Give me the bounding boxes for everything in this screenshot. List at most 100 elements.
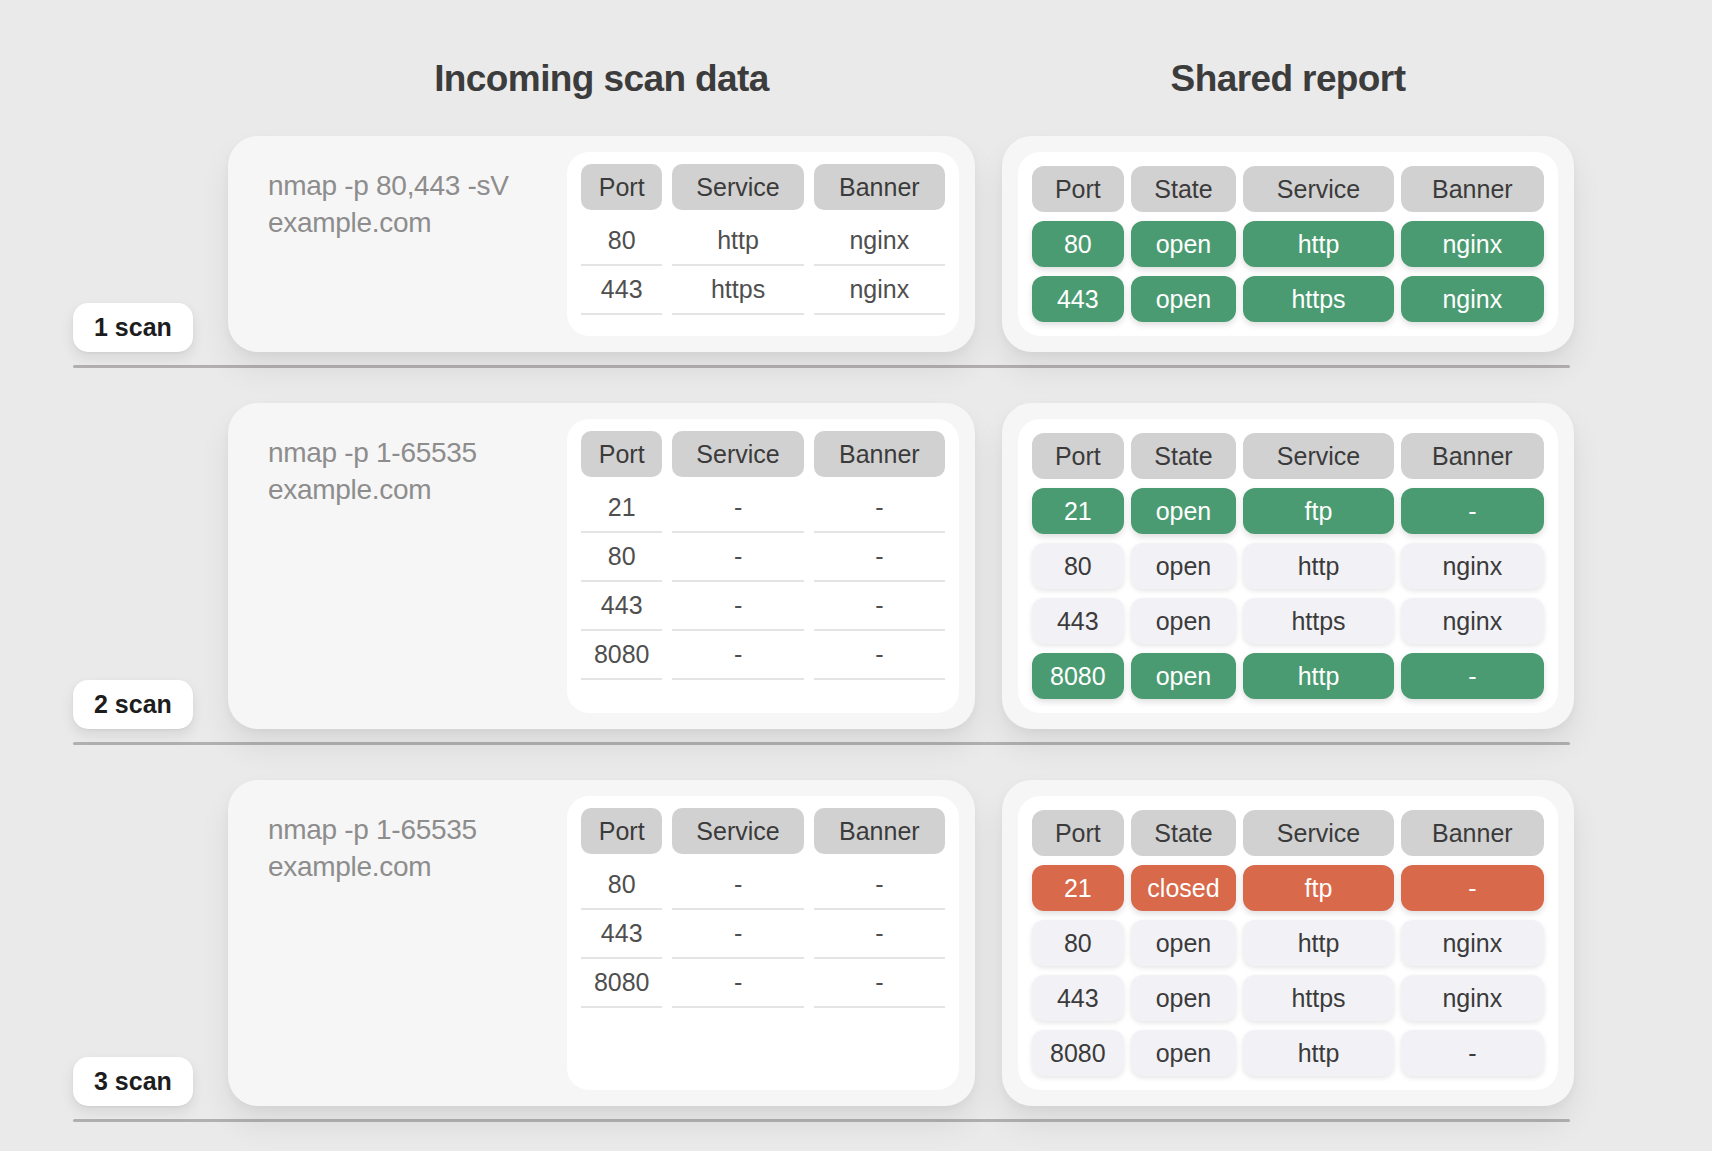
report-cell-chip: - — [1401, 1030, 1544, 1076]
report-cell-chip: http — [1243, 653, 1393, 699]
report-header-chip: Service — [1243, 810, 1393, 856]
incoming-header-chip: Service — [672, 164, 803, 210]
incoming-cell: http — [672, 217, 803, 266]
shared-report-card: PortStateServiceBanner21openftp-80openht… — [1002, 403, 1574, 729]
shared-report-card: PortStateServiceBanner21closedftp-80open… — [1002, 780, 1574, 1106]
report-cell-chip: nginx — [1401, 598, 1544, 644]
incoming-header-chip: Banner — [814, 431, 945, 477]
incoming-cell: - — [672, 533, 803, 582]
report-cell-chip: nginx — [1401, 975, 1544, 1021]
report-cell-chip: open — [1131, 598, 1237, 644]
incoming-cell: - — [814, 631, 945, 680]
report-cell-chip: 443 — [1032, 276, 1124, 322]
report-table-panel: PortStateServiceBanner21closedftp-80open… — [1018, 796, 1558, 1090]
scan-row: 2 scannmap -p 1-65535example.comPortServ… — [228, 403, 1712, 729]
report-cell-chip: ftp — [1243, 865, 1393, 911]
incoming-cell: - — [814, 533, 945, 582]
report-header-chip: Port — [1032, 433, 1124, 479]
report-cell-chip: 21 — [1032, 865, 1124, 911]
report-header-chip: Port — [1032, 166, 1124, 212]
row-separator — [73, 742, 1570, 745]
report-table: PortStateServiceBanner21closedftp-80open… — [1032, 810, 1544, 1076]
incoming-cell: 8080 — [581, 959, 662, 1008]
report-cell-chip: http — [1243, 221, 1393, 267]
incoming-scan-data-title: Incoming scan data — [228, 58, 975, 100]
report-cell-chip: nginx — [1401, 920, 1544, 966]
report-cell-chip: open — [1131, 488, 1237, 534]
report-cell-chip: 443 — [1032, 975, 1124, 1021]
nmap-command-line: nmap -p 1-65535 — [268, 435, 549, 472]
report-cell-chip: https — [1243, 276, 1393, 322]
incoming-cell: - — [814, 861, 945, 910]
incoming-scan-card: nmap -p 1-65535example.comPortServiceBan… — [228, 403, 975, 729]
report-header-chip: Banner — [1401, 810, 1544, 856]
report-cell-chip: - — [1401, 653, 1544, 699]
scan-row: 1 scannmap -p 80,443 -sVexample.comPortS… — [228, 136, 1712, 352]
incoming-cell: - — [672, 861, 803, 910]
report-header-chip: Service — [1243, 166, 1393, 212]
nmap-command-line: nmap -p 1-65535 — [268, 812, 549, 849]
incoming-table-panel: PortServiceBanner80httpnginx443httpsngin… — [567, 152, 959, 336]
incoming-cell: - — [814, 582, 945, 631]
report-cell-chip: 8080 — [1032, 653, 1124, 699]
report-table-panel: PortStateServiceBanner21openftp-80openht… — [1018, 419, 1558, 713]
report-cell-chip: http — [1243, 920, 1393, 966]
report-cell-chip: 443 — [1032, 598, 1124, 644]
incoming-table: PortServiceBanner80httpnginx443httpsngin… — [581, 164, 945, 315]
shared-report-title: Shared report — [1002, 58, 1574, 100]
column-titles: Incoming scan data Shared report — [228, 58, 1712, 100]
incoming-cell: 443 — [581, 582, 662, 631]
report-cell-chip: 8080 — [1032, 1030, 1124, 1076]
nmap-command-line: example.com — [268, 472, 549, 509]
report-cell-chip: open — [1131, 221, 1237, 267]
report-cell-chip: https — [1243, 975, 1393, 1021]
incoming-cell: 443 — [581, 266, 662, 315]
report-header-chip: Service — [1243, 433, 1393, 479]
scan-step-badge: 3 scan — [73, 1057, 193, 1106]
report-cell-chip: open — [1131, 1030, 1237, 1076]
incoming-header-chip: Port — [581, 808, 662, 854]
report-header-chip: State — [1131, 433, 1237, 479]
scan-row: 3 scannmap -p 1-65535example.comPortServ… — [228, 780, 1712, 1106]
incoming-table: PortServiceBanner21--80--443--8080-- — [581, 431, 945, 680]
nmap-command-line: nmap -p 80,443 -sV — [268, 168, 549, 205]
report-cell-chip: 21 — [1032, 488, 1124, 534]
report-table: PortStateServiceBanner21openftp-80openht… — [1032, 433, 1544, 699]
report-cell-chip: open — [1131, 975, 1237, 1021]
incoming-table-panel: PortServiceBanner21--80--443--8080-- — [567, 419, 959, 713]
report-cell-chip: open — [1131, 543, 1237, 589]
report-cell-chip: http — [1243, 543, 1393, 589]
nmap-command: nmap -p 1-65535example.com — [268, 419, 567, 713]
report-cell-chip: nginx — [1401, 221, 1544, 267]
incoming-header-chip: Service — [672, 431, 803, 477]
report-table-panel: PortStateServiceBanner80openhttpnginx443… — [1018, 152, 1558, 336]
incoming-header-chip: Service — [672, 808, 803, 854]
report-cell-chip: 80 — [1032, 920, 1124, 966]
incoming-header-chip: Port — [581, 164, 662, 210]
report-cell-chip: nginx — [1401, 276, 1544, 322]
incoming-cell: nginx — [814, 217, 945, 266]
nmap-command-line: example.com — [268, 205, 549, 242]
incoming-cell: - — [814, 910, 945, 959]
report-cell-chip: open — [1131, 653, 1237, 699]
incoming-table: PortServiceBanner80--443--8080-- — [581, 808, 945, 1008]
incoming-scan-card: nmap -p 1-65535example.comPortServiceBan… — [228, 780, 975, 1106]
report-header-chip: Banner — [1401, 166, 1544, 212]
incoming-scan-card: nmap -p 80,443 -sVexample.com PortService… — [228, 136, 975, 352]
incoming-cell: - — [672, 484, 803, 533]
report-cell-chip: 80 — [1032, 221, 1124, 267]
shared-report-card: PortStateServiceBanner80openhttpnginx443… — [1002, 136, 1574, 352]
incoming-cell: 443 — [581, 910, 662, 959]
incoming-header-chip: Port — [581, 431, 662, 477]
scan-step-badge: 1 scan — [73, 303, 193, 352]
report-cell-chip: ftp — [1243, 488, 1393, 534]
report-cell-chip: - — [1401, 488, 1544, 534]
nmap-command: nmap -p 80,443 -sVexample.com — [268, 152, 567, 336]
report-table: PortStateServiceBanner80openhttpnginx443… — [1032, 166, 1544, 322]
report-cell-chip: https — [1243, 598, 1393, 644]
incoming-table-panel: PortServiceBanner80--443--8080-- — [567, 796, 959, 1090]
incoming-cell: https — [672, 266, 803, 315]
incoming-cell: - — [672, 582, 803, 631]
incoming-cell: - — [672, 631, 803, 680]
report-cell-chip: nginx — [1401, 543, 1544, 589]
